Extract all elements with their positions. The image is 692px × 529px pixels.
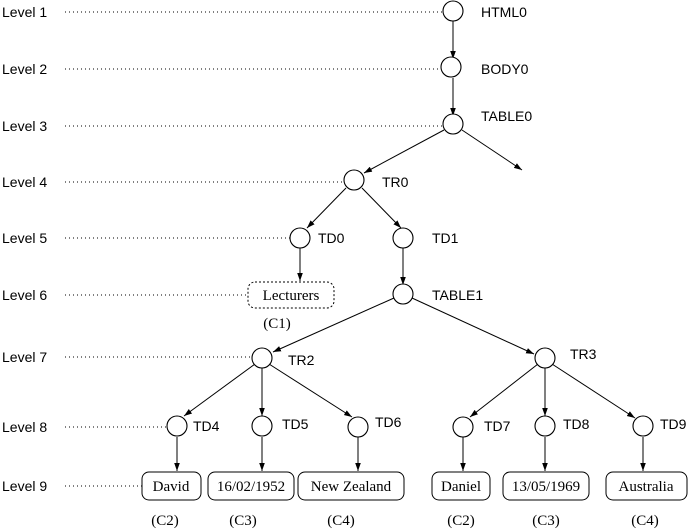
node-label-td5: TD5: [282, 416, 309, 432]
leaf-text-date2: 13/05/1969: [512, 479, 580, 495]
node-label-table1: TABLE1: [432, 287, 483, 303]
node-td6: [347, 416, 369, 438]
node-label-td9: TD9: [660, 416, 687, 432]
edge: [411, 297, 535, 355]
edge: [268, 363, 353, 418]
leaf-text-david: David: [153, 479, 190, 495]
node-label-html0: HTML0: [481, 4, 527, 20]
leaf-box-date1: [207, 471, 295, 501]
leaf-text-nz: New Zealand: [311, 479, 392, 495]
node-label-tr3: TR3: [570, 346, 597, 362]
leaf-box-daniel: [431, 471, 491, 501]
class-label-date2: (C3): [532, 513, 560, 529]
level-label: Level 6: [2, 287, 47, 303]
edge: [183, 363, 256, 417]
node-td0: [289, 227, 311, 249]
edge: [272, 297, 395, 353]
node-html0: [442, 0, 464, 22]
node-tr3: [534, 347, 556, 369]
node-td4: [166, 415, 188, 437]
class-label-date1: (C3): [229, 513, 257, 529]
node-label-td7: TD7: [484, 418, 511, 434]
node-label-body0: BODY0: [481, 61, 529, 77]
class-label-daniel: (C2): [447, 513, 475, 529]
class-label-lecturers: (C1): [263, 316, 291, 332]
leaf-text-daniel: Daniel: [441, 479, 481, 495]
node-td8: [534, 415, 556, 437]
node-td9: [632, 415, 654, 437]
edge: [461, 129, 523, 171]
node-td1: [392, 227, 414, 249]
node-tr2: [251, 347, 273, 369]
leaf-text-australia: Australia: [619, 479, 674, 495]
leaf-box-david: [141, 471, 202, 501]
edge: [551, 363, 636, 419]
tree-edges: [174, 21, 646, 471]
node-label-table0: TABLE0: [481, 108, 532, 124]
node-table0: [442, 113, 464, 135]
level-label: Level 1: [2, 4, 47, 20]
leaf-text-lecturers: Lecturers: [263, 288, 320, 304]
leaf-box-australia: [605, 471, 688, 501]
leaf-box-nz: [297, 471, 405, 501]
node-label-tr2: TR2: [288, 352, 315, 368]
node-label-td4: TD4: [193, 418, 220, 434]
node-label-td6: TD6: [375, 414, 402, 430]
edge: [306, 187, 347, 229]
node-td5: [251, 415, 273, 437]
node-table1: [392, 283, 414, 305]
level-label: Level 2: [2, 61, 47, 77]
node-label-td8: TD8: [563, 416, 590, 432]
edge: [363, 129, 445, 174]
node-label-td1: TD1: [432, 230, 459, 246]
class-label-david: (C2): [151, 513, 179, 529]
node-tr0: [343, 169, 365, 191]
node-td7: [452, 416, 474, 438]
class-label-nz: (C4): [327, 513, 355, 529]
class-label-australia: (C4): [631, 513, 659, 529]
node-label-td0: TD0: [318, 230, 345, 246]
level-label: Level 5: [2, 230, 47, 246]
edge: [469, 363, 539, 418]
level-label: Level 3: [2, 118, 47, 134]
level-label: Level 9: [2, 478, 47, 494]
level-label: Level 8: [2, 419, 47, 435]
leaf-box-date2: [502, 471, 590, 501]
node-label-tr0: TR0: [382, 174, 409, 190]
node-body0: [440, 56, 462, 78]
leaf-box-lecturers: [247, 281, 335, 309]
level-label: Level 7: [2, 349, 47, 365]
edge: [361, 187, 402, 229]
level-label: Level 4: [2, 174, 47, 190]
leaf-text-date1: 16/02/1952: [217, 479, 285, 495]
